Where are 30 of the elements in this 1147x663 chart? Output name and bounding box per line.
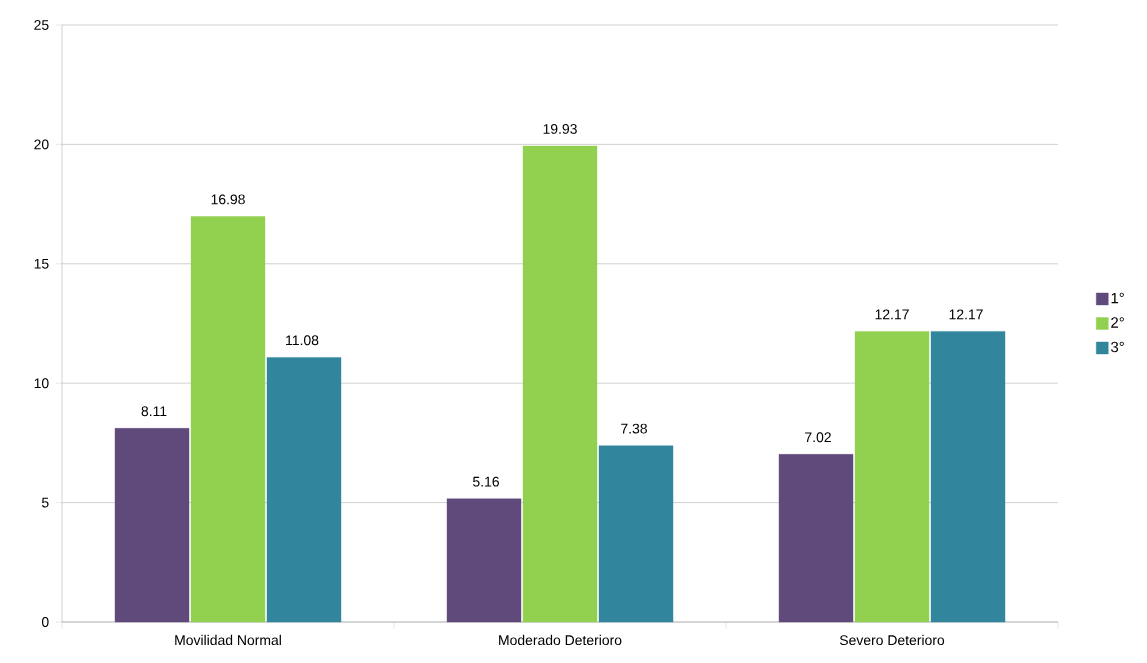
y-tick-label: 5 [41, 497, 49, 508]
data-label: 12.17 [949, 309, 983, 320]
y-tick-label: 0 [41, 617, 49, 627]
legend-label: 3° [1111, 341, 1124, 353]
x-tick-label: Severo Deterioro [839, 634, 945, 646]
y-tick-label: 15 [34, 258, 49, 269]
y-tick-label: 10 [34, 378, 49, 389]
x-tick-label: Movilidad Normal [175, 634, 281, 646]
bar [114, 428, 190, 623]
legend-label: 1° [1111, 292, 1124, 304]
bar [778, 454, 854, 623]
data-label: 5.16 [472, 476, 499, 487]
bar [854, 331, 930, 623]
data-label: 16.98 [211, 194, 245, 205]
bar [266, 357, 342, 623]
x-tick-label: Moderado Deterioro [499, 634, 622, 646]
data-label: 8.11 [141, 406, 167, 417]
bar [522, 145, 598, 623]
y-tick-label: 20 [34, 139, 49, 150]
data-label: 12.17 [875, 309, 909, 320]
bar [446, 498, 522, 623]
data-label: 11.08 [286, 335, 319, 346]
y-tick-label: 25 [34, 20, 49, 30]
bar [598, 445, 674, 623]
bar [190, 216, 266, 623]
data-label: 7.38 [621, 423, 647, 434]
legend-label: 2° [1111, 317, 1124, 328]
bar [930, 331, 1006, 623]
data-label: 19.93 [543, 123, 577, 134]
data-label: 7.02 [805, 432, 831, 443]
